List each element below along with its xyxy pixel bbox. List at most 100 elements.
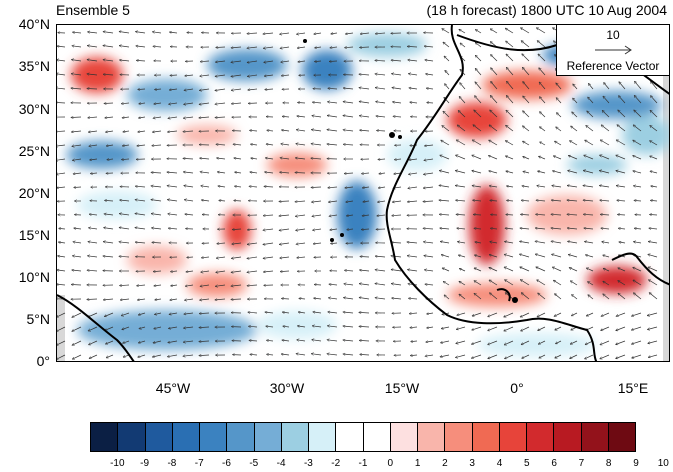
wind-vector xyxy=(360,270,369,271)
wind-vector xyxy=(392,88,401,89)
wind-vector xyxy=(201,271,209,272)
wind-vector xyxy=(231,299,241,300)
wind-vector xyxy=(424,256,433,257)
wind-vector xyxy=(506,156,513,159)
wind-vector xyxy=(170,299,177,300)
wind-vector xyxy=(296,144,305,145)
wind-vector xyxy=(249,340,257,341)
wind-vector xyxy=(87,270,97,271)
wind-vector xyxy=(472,327,481,330)
wind-vector xyxy=(297,47,305,48)
wind-vector xyxy=(168,117,177,118)
wind-vector xyxy=(327,340,337,341)
wind-vector xyxy=(249,186,257,187)
wind-vector xyxy=(168,214,177,215)
colorbar-label: 0 xyxy=(388,458,394,469)
wind-vector xyxy=(331,33,337,34)
wind-vector xyxy=(264,186,273,187)
wind-vector xyxy=(523,157,529,160)
wind-vector xyxy=(442,29,449,33)
wind-vector xyxy=(455,171,465,174)
figure-title-right: (18 h forecast) 1800 UTC 10 Aug 2004 xyxy=(427,2,667,18)
wind-vector xyxy=(632,355,641,358)
colorbar-label: -7 xyxy=(195,458,204,469)
wind-vector xyxy=(458,242,465,243)
wind-vector xyxy=(153,117,161,118)
colorbar-label: 5 xyxy=(524,458,530,469)
wind-vector xyxy=(72,60,81,61)
wind-vector xyxy=(91,173,98,174)
wind-vector xyxy=(119,242,129,243)
wind-vector xyxy=(263,257,273,258)
wind-vector xyxy=(263,47,273,48)
wind-vector xyxy=(425,355,433,356)
wind-vector xyxy=(537,313,545,317)
wind-vector xyxy=(491,55,497,61)
wind-vector xyxy=(343,116,353,118)
wind-vector xyxy=(311,354,321,355)
wind-vector xyxy=(391,270,401,272)
wind-vector xyxy=(553,267,562,271)
wind-vector xyxy=(57,88,65,89)
colorbar-label: 1 xyxy=(415,458,421,469)
wind-vector xyxy=(171,285,177,286)
wind-vector xyxy=(120,285,129,286)
wind-vector xyxy=(103,32,113,33)
wind-vector xyxy=(215,117,225,118)
wind-vector xyxy=(59,228,65,229)
wind-vector xyxy=(167,186,177,187)
wind-vector xyxy=(103,242,113,243)
wind-vector xyxy=(216,47,225,48)
wind-vector xyxy=(122,117,129,118)
colorbar-label: -2 xyxy=(331,458,340,469)
wind-vector xyxy=(123,131,129,132)
wind-vector xyxy=(456,200,465,201)
wind-vector xyxy=(344,173,353,174)
wind-vector xyxy=(327,144,337,145)
wind-vector xyxy=(184,186,193,187)
colorbar-label: -5 xyxy=(249,458,258,469)
wind-vector xyxy=(601,313,609,316)
wind-vector xyxy=(168,131,177,132)
wind-vector xyxy=(137,285,145,286)
wind-vector xyxy=(57,131,65,132)
colorbar-label: -4 xyxy=(277,458,286,469)
wind-vector xyxy=(603,255,609,257)
wind-vector xyxy=(375,284,385,286)
latitude-label: 35°N xyxy=(0,58,50,74)
wind-vector xyxy=(202,215,209,216)
wind-vector xyxy=(281,354,289,355)
wind-vector xyxy=(328,187,337,188)
wind-vector xyxy=(521,41,529,47)
wind-vector xyxy=(408,270,417,271)
reference-arrow-icon xyxy=(557,43,669,57)
wind-vector xyxy=(151,172,161,173)
wind-vector xyxy=(279,229,289,230)
wind-vector xyxy=(555,141,561,145)
wind-vector xyxy=(583,186,593,188)
wind-vector xyxy=(136,46,145,47)
wind-vector xyxy=(314,285,321,286)
wind-vector xyxy=(183,172,193,173)
wind-vector xyxy=(475,96,481,103)
wind-vector xyxy=(536,267,545,271)
wind-vector xyxy=(521,28,529,33)
wind-vector xyxy=(263,229,273,230)
wind-vector xyxy=(600,341,609,345)
wind-vector xyxy=(153,355,162,357)
wind-vector xyxy=(586,255,594,257)
wind-vector xyxy=(537,41,545,47)
wind-vector xyxy=(215,89,225,91)
wind-vector xyxy=(187,257,193,258)
wind-vector xyxy=(137,145,145,146)
wind-vector xyxy=(507,200,513,201)
wind-vector xyxy=(280,33,289,34)
wind-vector xyxy=(105,117,113,118)
colorbar-cell xyxy=(554,423,581,451)
wind-vector xyxy=(506,54,513,61)
wind-vector xyxy=(343,144,353,145)
colorbar-label: 10 xyxy=(658,458,669,469)
wind-vector xyxy=(299,298,305,299)
wind-vector xyxy=(119,256,129,257)
